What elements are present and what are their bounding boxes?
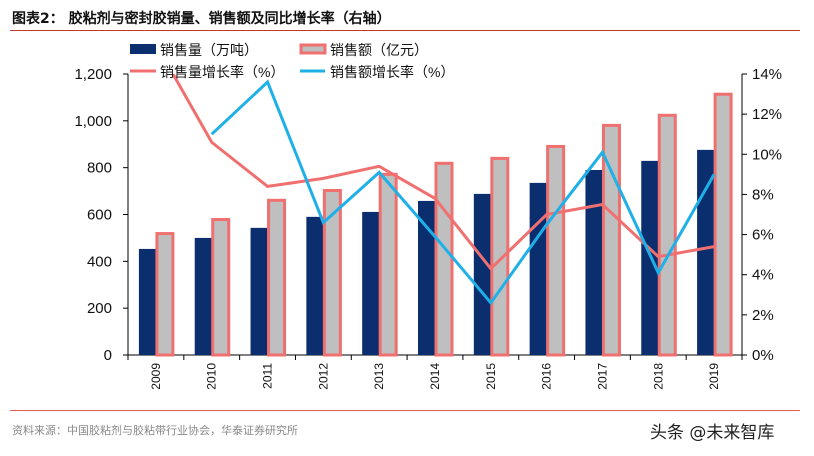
watermark: 头条 @未来智库 (650, 423, 775, 443)
right-tick-label: 10% (752, 146, 782, 163)
line-volume-growth (171, 74, 715, 271)
bar-revenue (546, 144, 566, 357)
footer-divider (10, 410, 800, 411)
left-tick-label: 400 (87, 253, 112, 270)
x-tick-label: 2010 (205, 363, 219, 390)
bar-volume (250, 227, 268, 355)
bar-revenue (434, 161, 454, 357)
right-tick-label: 2% (752, 307, 774, 324)
bar-revenue (490, 156, 510, 357)
right-tick-label: 0% (752, 347, 774, 364)
x-tick-label: 2011 (261, 363, 275, 389)
chart-title: 图表2： 胶粘剂与密封胶销量、销售额及同比增长率（右轴） (12, 11, 391, 27)
bar-revenue (322, 188, 342, 357)
x-tick-label: 2017 (595, 363, 609, 390)
legend-label: 销售量增长率（%） (160, 64, 284, 80)
legend-swatch-revenue (299, 43, 327, 55)
bar-revenue (378, 172, 398, 357)
right-tick-label: 6% (752, 227, 774, 244)
x-tick-label: 2018 (651, 363, 665, 390)
bar-volume (697, 149, 715, 355)
x-tick-label: 2009 (149, 363, 163, 390)
left-tick-label: 200 (87, 300, 112, 317)
bar-volume (138, 248, 156, 355)
legend-label: 销售量（万吨） (160, 42, 258, 58)
right-tick-label: 12% (752, 106, 782, 123)
x-tick-label: 2019 (707, 363, 721, 390)
x-tick-label: 2016 (540, 363, 554, 390)
left-tick-label: 800 (87, 160, 112, 177)
source-note: 资料来源：中国胶粘剂与胶粘带行业协会，华泰证券研究所 (12, 424, 298, 437)
bar-revenue (713, 92, 733, 357)
x-tick-label: 2015 (484, 363, 498, 390)
bar-revenue (155, 232, 175, 357)
bar-volume (194, 237, 212, 355)
right-tick-label: 4% (752, 267, 774, 284)
legend-label: 销售额增长率（%） (330, 64, 454, 80)
x-tick-label: 2014 (428, 363, 442, 390)
title-divider (10, 30, 800, 31)
left-tick-label: 0 (104, 347, 112, 364)
left-tick-label: 600 (87, 207, 112, 224)
left-tick-label: 1,000 (74, 113, 112, 130)
bar-volume (418, 200, 435, 355)
legend-swatch-volume (130, 44, 156, 54)
legend-label: 销售额（亿元） (330, 42, 428, 58)
bar-revenue (657, 113, 677, 357)
bar-volume (306, 216, 324, 355)
x-tick-label: 2013 (372, 363, 386, 390)
x-tick-label: 2012 (316, 363, 330, 390)
left-tick-label: 1,200 (74, 66, 112, 83)
right-tick-label: 14% (752, 66, 782, 83)
bar-volume (529, 182, 547, 355)
line-revenue-growth (210, 79, 716, 306)
bar-volume (362, 211, 380, 355)
right-tick-label: 8% (752, 186, 774, 203)
bar-revenue (211, 218, 231, 357)
bar-revenue (267, 198, 287, 357)
bar-volume (641, 160, 659, 355)
bar-volume (585, 170, 603, 355)
bar-volume (473, 193, 491, 355)
